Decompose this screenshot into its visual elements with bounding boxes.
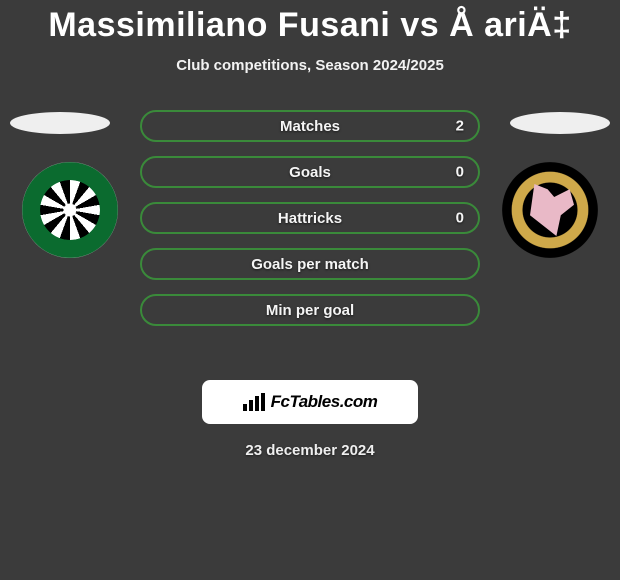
club-crest-left xyxy=(22,162,118,258)
stat-row: Matches 2 xyxy=(140,110,480,142)
stat-label: Goals per match xyxy=(251,256,369,273)
comparison-card: Massimiliano Fusani vs Å ariÄ‡ Club comp… xyxy=(0,0,620,580)
page-title: Massimiliano Fusani vs Å ariÄ‡ xyxy=(0,0,620,45)
player-right-ellipse xyxy=(510,112,610,134)
stats-column: Matches 2 Goals 0 Hattricks 0 Goals per … xyxy=(140,110,480,326)
stat-row: Min per goal xyxy=(140,294,480,326)
stat-row: Goals per match xyxy=(140,248,480,280)
footer: FcTables.com 23 december 2024 xyxy=(0,380,620,459)
stat-label: Goals xyxy=(289,164,331,181)
stat-value: 0 xyxy=(456,164,464,181)
page-subtitle: Club competitions, Season 2024/2025 xyxy=(0,57,620,74)
stat-row: Goals 0 xyxy=(140,156,480,188)
player-left-ellipse xyxy=(10,112,110,134)
stat-label: Min per goal xyxy=(266,302,354,319)
date-text: 23 december 2024 xyxy=(245,442,374,459)
stat-label: Matches xyxy=(280,118,340,135)
stat-value: 0 xyxy=(456,210,464,227)
source-text: FcTables.com xyxy=(271,392,378,412)
stat-value: 2 xyxy=(456,118,464,135)
bar-chart-icon xyxy=(243,393,265,411)
source-badge: FcTables.com xyxy=(202,380,418,424)
club-crest-right xyxy=(502,162,598,258)
stat-row: Hattricks 0 xyxy=(140,202,480,234)
main-area: Matches 2 Goals 0 Hattricks 0 Goals per … xyxy=(0,112,620,362)
stat-label: Hattricks xyxy=(278,210,342,227)
